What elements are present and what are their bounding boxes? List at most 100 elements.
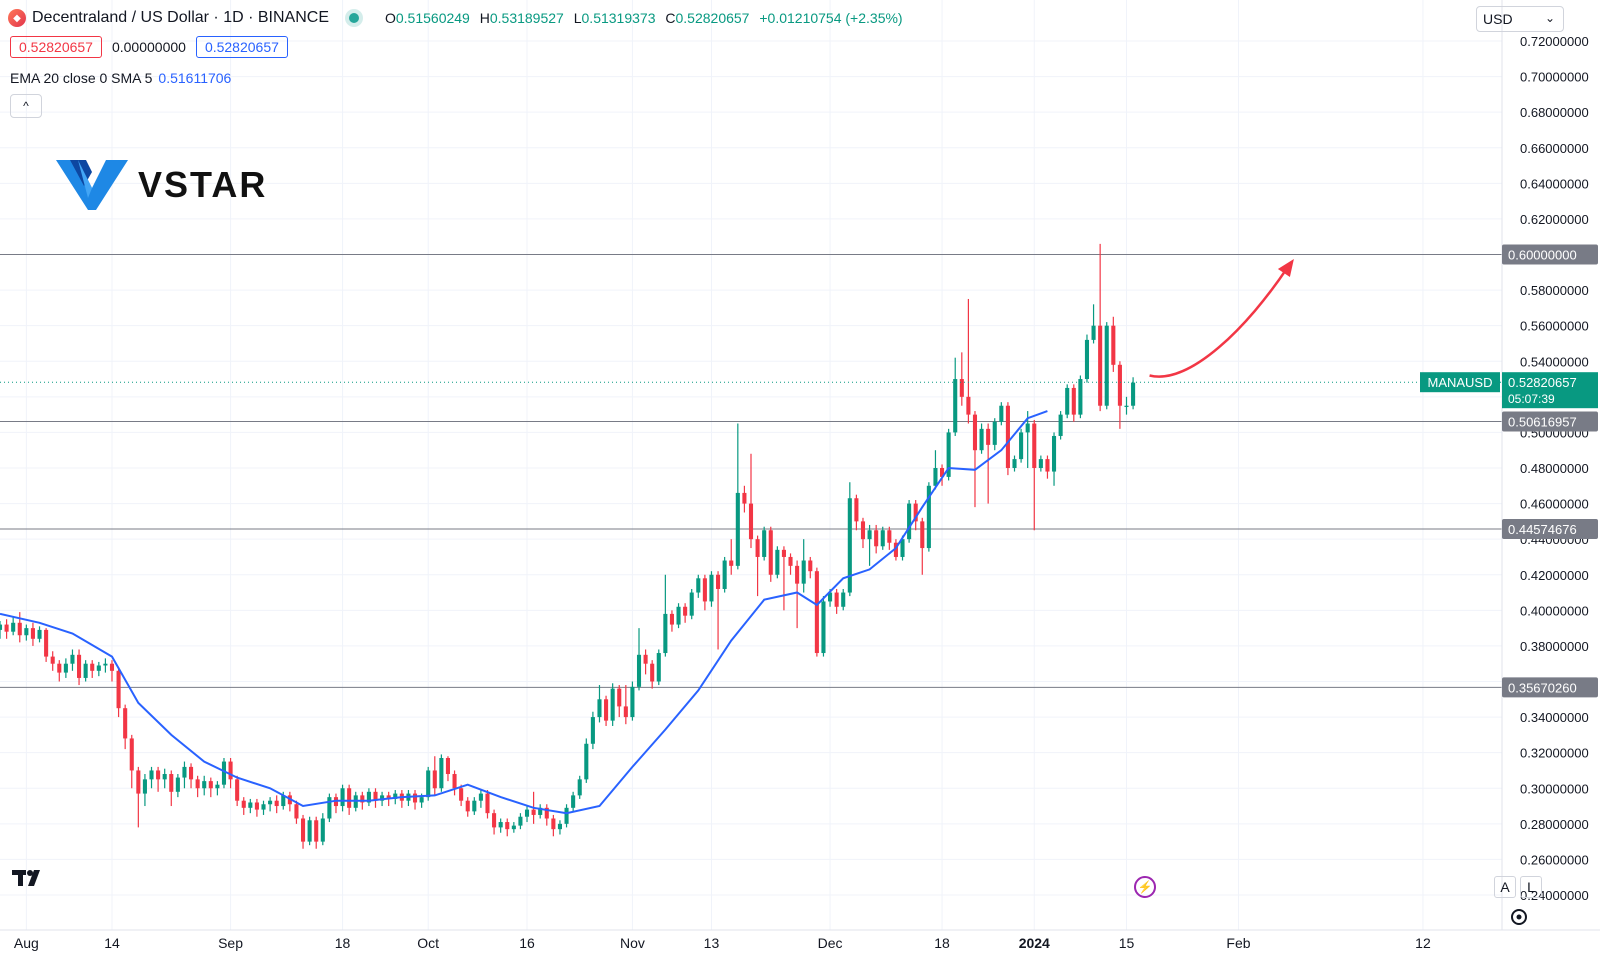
- chart-header: ◆ Decentraland / US Dollar · 1D · BINANC…: [8, 6, 903, 30]
- candle-body: [1032, 423, 1037, 468]
- y-tick-label: 0.70000000: [1520, 70, 1589, 85]
- candle-body: [44, 629, 49, 657]
- candle-body: [96, 665, 101, 671]
- level-tag-bg: [1502, 411, 1598, 432]
- candle-up: [933, 450, 938, 490]
- candle-up: [1019, 428, 1024, 463]
- candle-body: [83, 663, 88, 678]
- candle-up: [696, 574, 701, 598]
- candle-up: [841, 588, 846, 611]
- candle-body: [1019, 432, 1024, 460]
- candle-down: [44, 628, 49, 662]
- candle-up: [149, 766, 154, 789]
- candle-body: [307, 820, 312, 842]
- y-tick-label: 0.72000000: [1520, 34, 1589, 49]
- candle-down: [920, 517, 925, 575]
- candle-down: [445, 756, 451, 782]
- candle-body: [1091, 325, 1096, 340]
- candle-up: [215, 781, 220, 796]
- level-tag-label: 0.60000000: [1508, 248, 1577, 263]
- candle-body: [663, 613, 668, 654]
- candle-body: [755, 539, 760, 557]
- x-tick-label: Nov: [620, 935, 645, 951]
- y-tick-label: 0.28000000: [1520, 817, 1589, 832]
- candle-body: [235, 779, 240, 801]
- y-tick-label: 0.46000000: [1520, 497, 1589, 512]
- lightning-icon[interactable]: ⚡: [1134, 876, 1156, 898]
- forecast-arrow: [1149, 266, 1289, 378]
- candle-up: [762, 526, 767, 561]
- candle-down: [650, 660, 655, 689]
- candle-body: [557, 823, 562, 830]
- y-tick-label: 0.62000000: [1520, 212, 1589, 227]
- candle-up: [406, 790, 411, 807]
- candle-body: [459, 788, 464, 801]
- candle-body: [907, 503, 912, 540]
- x-tick-label: Feb: [1226, 935, 1250, 951]
- y-tick-label: 0.54000000: [1520, 354, 1589, 369]
- gear-icon[interactable]: [1508, 906, 1530, 933]
- candle-down: [195, 775, 200, 798]
- x-tick-label: Oct: [417, 935, 439, 951]
- candle-body: [228, 761, 233, 780]
- candle-up: [656, 649, 661, 686]
- candle-body: [531, 809, 536, 815]
- candle-body: [426, 770, 431, 798]
- candle-body: [208, 781, 213, 789]
- candle-body: [946, 432, 951, 477]
- x-tick-label: 16: [519, 935, 535, 951]
- candle-body: [202, 781, 207, 789]
- candle-up: [1091, 304, 1096, 344]
- candle-down: [228, 758, 233, 789]
- candle-body: [650, 663, 655, 682]
- candle-down: [432, 756, 437, 796]
- candle-body: [380, 795, 385, 801]
- candle-body: [821, 601, 826, 654]
- candle-up: [1025, 411, 1030, 468]
- candle-body: [617, 688, 622, 707]
- candle-up: [142, 774, 147, 807]
- log-scale-button[interactable]: L: [1520, 876, 1542, 898]
- sell-price-button[interactable]: 0.52820657: [10, 36, 102, 58]
- candle-up: [557, 820, 562, 835]
- y-tick-label: 0.38000000: [1520, 639, 1589, 654]
- vstar-logo: VSTAR: [56, 158, 267, 212]
- level-tag-bg: [1502, 518, 1598, 539]
- candle-body: [676, 606, 681, 625]
- candle-body: [439, 758, 444, 789]
- candle-body: [1065, 387, 1070, 415]
- candle-down: [208, 777, 213, 798]
- candle-body: [762, 530, 767, 557]
- candle-body: [604, 699, 609, 721]
- candle-body: [1025, 423, 1030, 433]
- candle-down: [617, 685, 622, 718]
- buy-price-button[interactable]: 0.52820657: [195, 36, 288, 58]
- candle-down: [544, 804, 549, 826]
- candle-up: [175, 774, 180, 798]
- candle-down: [77, 649, 82, 686]
- auto-scale-button[interactable]: A: [1494, 876, 1516, 898]
- candle-body: [4, 624, 9, 632]
- candle-body: [696, 578, 701, 593]
- collapse-legend-button[interactable]: ^: [10, 94, 42, 118]
- y-tick-label: 0.56000000: [1520, 319, 1589, 334]
- candle-down: [755, 535, 760, 597]
- candle-down: [795, 560, 800, 629]
- price-axis[interactable]: [1502, 0, 1600, 930]
- candle-body: [1012, 459, 1017, 468]
- candle-body: [643, 654, 648, 664]
- x-tick-label: 18: [335, 935, 351, 951]
- symbol-title[interactable]: Decentraland / US Dollar · 1D · BINANCE: [32, 9, 329, 26]
- candle-body: [860, 521, 866, 540]
- tradingview-logo-icon[interactable]: [12, 868, 46, 893]
- candle-body: [314, 820, 319, 842]
- candle-down: [683, 603, 688, 623]
- candle-body: [432, 770, 437, 789]
- candle-body: [683, 606, 688, 616]
- indicator-legend[interactable]: EMA 20 close 0 SMA 5 0.51611706: [10, 70, 231, 86]
- candle-body: [828, 592, 833, 602]
- candle-down: [399, 790, 404, 808]
- currency-select[interactable]: USD ⌄: [1476, 6, 1564, 32]
- y-tick-label: 0.32000000: [1520, 746, 1589, 761]
